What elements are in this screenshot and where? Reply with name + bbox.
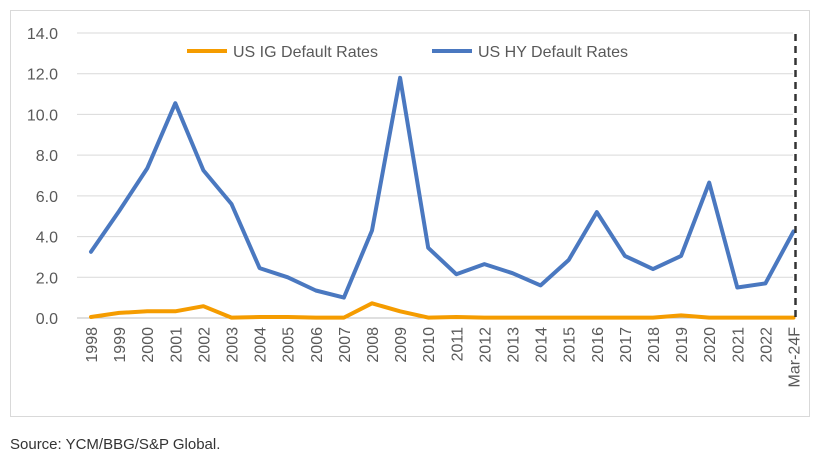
- x-tick-label: 2013: [506, 327, 523, 363]
- y-axis-tick-labels: 0.0 2.0 4.0 6.0 8.0 10.0 12.0 14.0: [27, 26, 58, 328]
- legend-label: US HY Default Rates: [478, 44, 628, 61]
- y-tick-label: 8.0: [36, 148, 58, 165]
- series-line-us-hy: [89, 75, 796, 300]
- gridlines: [77, 32, 793, 319]
- x-tick-label: 2007: [337, 327, 354, 363]
- y-tick-label: 4.0: [36, 230, 58, 247]
- y-tick-label: 0.0: [36, 311, 58, 328]
- x-tick-label: 2001: [168, 327, 185, 363]
- chart-frame: [10, 10, 810, 417]
- y-tick-label: 6.0: [36, 189, 58, 206]
- x-tick-label: 2000: [140, 327, 157, 363]
- x-tick-label: 2010: [421, 327, 438, 363]
- legend-label: US IG Default Rates: [233, 44, 378, 61]
- y-tick-label: 10.0: [27, 107, 58, 124]
- x-axis-tick-labels: 1998 1999 2000 2001 2002 2003 2004 2005 2006 2007…: [84, 327, 804, 388]
- x-tick-label: 2009: [393, 327, 410, 363]
- x-tick-label: 2018: [646, 327, 663, 363]
- x-tick-label: 2002: [196, 327, 213, 363]
- x-tick-label: 2005: [281, 327, 298, 363]
- x-tick-label: 2008: [365, 327, 382, 363]
- x-tick-label: 2006: [309, 327, 326, 363]
- legend: US IG Default Rates US HY Default Rates: [187, 44, 628, 61]
- x-tick-label: 2011: [449, 327, 466, 362]
- x-tick-label: 1999: [112, 327, 129, 363]
- x-tick-label: 2021: [730, 327, 747, 363]
- x-tick-label: 2012: [477, 327, 494, 363]
- x-tick-label: 2020: [702, 327, 719, 363]
- x-tick-label: 1998: [84, 327, 101, 363]
- x-tick-label: 2017: [618, 327, 635, 363]
- line-chart: 0.0 2.0 4.0 6.0 8.0 10.0 12.0 14.0 1998 1999 2000…: [27, 26, 804, 388]
- x-tick-label: Mar-24F: [787, 327, 804, 388]
- y-tick-label: 2.0: [36, 270, 58, 287]
- x-tick-label: 2003: [225, 327, 242, 363]
- x-tick-label: 2022: [758, 327, 775, 363]
- x-tick-label: 2015: [562, 327, 579, 363]
- x-tick-label: 2016: [590, 327, 607, 363]
- y-tick-label: 14.0: [27, 26, 58, 43]
- y-tick-label: 12.0: [27, 67, 58, 84]
- x-tick-label: 2014: [534, 327, 551, 363]
- series-line-us-ig: [89, 301, 796, 320]
- source-note: Source: YCM/BBG/S&P Global.: [10, 436, 221, 453]
- series-lines: [89, 75, 796, 320]
- x-tick-label: 2004: [253, 327, 270, 363]
- x-tick-label: 2019: [674, 327, 691, 363]
